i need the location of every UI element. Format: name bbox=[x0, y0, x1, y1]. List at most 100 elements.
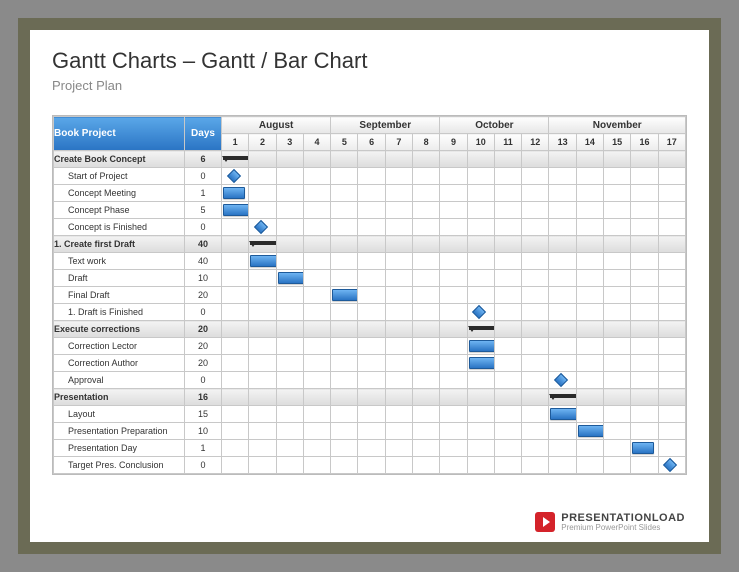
gantt-cell bbox=[549, 219, 576, 236]
gantt-cell bbox=[467, 202, 494, 219]
task-name: Draft bbox=[54, 270, 185, 287]
task-days: 1 bbox=[184, 185, 221, 202]
gantt-cell bbox=[331, 457, 358, 474]
gantt-cell bbox=[467, 355, 494, 372]
gantt-cell bbox=[331, 406, 358, 423]
gantt-cell bbox=[467, 219, 494, 236]
gantt-cell bbox=[549, 389, 576, 406]
gantt-cell bbox=[658, 372, 685, 389]
gantt-cell bbox=[331, 372, 358, 389]
gantt-cell bbox=[413, 355, 440, 372]
gantt-cell bbox=[604, 151, 631, 168]
task-bar bbox=[332, 289, 358, 301]
gantt-cell bbox=[467, 185, 494, 202]
task-days: 40 bbox=[184, 236, 221, 253]
milestone-icon bbox=[254, 220, 268, 234]
gantt-cell bbox=[604, 457, 631, 474]
gantt-cell bbox=[576, 440, 603, 457]
week-header: 11 bbox=[494, 134, 521, 151]
month-header: August bbox=[222, 117, 331, 134]
gantt-cell bbox=[467, 389, 494, 406]
gantt-cell bbox=[303, 338, 330, 355]
gantt-chart: Book ProjectDaysAugustSeptemberOctoberNo… bbox=[52, 115, 687, 475]
gantt-cell bbox=[494, 321, 521, 338]
gantt-cell bbox=[303, 304, 330, 321]
gantt-cell bbox=[494, 355, 521, 372]
gantt-cell bbox=[249, 321, 276, 338]
gantt-cell bbox=[413, 338, 440, 355]
gantt-cell bbox=[604, 338, 631, 355]
gantt-cell bbox=[385, 304, 412, 321]
header-days: Days bbox=[184, 117, 221, 151]
gantt-cell bbox=[576, 287, 603, 304]
gantt-cell bbox=[358, 304, 385, 321]
gantt-cell bbox=[440, 321, 467, 338]
gantt-row: Presentation Day1 bbox=[54, 440, 686, 457]
gantt-cell bbox=[494, 185, 521, 202]
task-name: Correction Author bbox=[54, 355, 185, 372]
gantt-cell bbox=[658, 253, 685, 270]
gantt-cell bbox=[276, 287, 303, 304]
task-name: Correction Lector bbox=[54, 338, 185, 355]
task-days: 1 bbox=[184, 440, 221, 457]
week-header: 9 bbox=[440, 134, 467, 151]
gantt-cell bbox=[658, 151, 685, 168]
week-header: 12 bbox=[522, 134, 549, 151]
gantt-cell bbox=[440, 355, 467, 372]
gantt-cell bbox=[385, 185, 412, 202]
gantt-cell bbox=[494, 423, 521, 440]
gantt-cell bbox=[631, 372, 658, 389]
gantt-cell bbox=[358, 253, 385, 270]
gantt-cell bbox=[658, 202, 685, 219]
gantt-cell bbox=[249, 440, 276, 457]
gantt-row: Approval0 bbox=[54, 372, 686, 389]
gantt-cell bbox=[276, 423, 303, 440]
gantt-cell bbox=[631, 168, 658, 185]
task-bar bbox=[223, 187, 245, 199]
gantt-cell bbox=[494, 202, 521, 219]
gantt-cell bbox=[549, 202, 576, 219]
gantt-cell bbox=[331, 202, 358, 219]
gantt-cell bbox=[549, 168, 576, 185]
task-name: Create Book Concept bbox=[54, 151, 185, 168]
gantt-cell bbox=[467, 338, 494, 355]
gantt-cell bbox=[249, 151, 276, 168]
gantt-cell bbox=[576, 202, 603, 219]
gantt-cell bbox=[494, 253, 521, 270]
gantt-cell bbox=[522, 338, 549, 355]
gantt-cell bbox=[276, 440, 303, 457]
gantt-cell bbox=[604, 287, 631, 304]
gantt-cell bbox=[249, 389, 276, 406]
gantt-cell bbox=[494, 389, 521, 406]
gantt-cell bbox=[222, 338, 249, 355]
gantt-cell bbox=[631, 287, 658, 304]
gantt-cell bbox=[576, 236, 603, 253]
task-name: Concept Phase bbox=[54, 202, 185, 219]
gantt-cell bbox=[467, 440, 494, 457]
month-header: September bbox=[331, 117, 440, 134]
gantt-cell bbox=[576, 270, 603, 287]
gantt-cell bbox=[467, 304, 494, 321]
gantt-cell bbox=[549, 270, 576, 287]
gantt-cell bbox=[358, 287, 385, 304]
gantt-cell bbox=[358, 440, 385, 457]
gantt-cell bbox=[276, 168, 303, 185]
gantt-row: Create Book Concept6 bbox=[54, 151, 686, 168]
gantt-cell bbox=[358, 389, 385, 406]
week-header: 8 bbox=[413, 134, 440, 151]
task-name: Concept Meeting bbox=[54, 185, 185, 202]
task-days: 0 bbox=[184, 219, 221, 236]
gantt-cell bbox=[604, 372, 631, 389]
gantt-cell bbox=[331, 355, 358, 372]
task-name: Text work bbox=[54, 253, 185, 270]
gantt-cell bbox=[658, 287, 685, 304]
gantt-cell bbox=[413, 321, 440, 338]
milestone-icon bbox=[472, 305, 486, 319]
brand-footer: PRESENTATIONLOAD Premium PowerPoint Slid… bbox=[535, 512, 685, 532]
task-days: 5 bbox=[184, 202, 221, 219]
gantt-cell bbox=[358, 406, 385, 423]
gantt-cell bbox=[276, 338, 303, 355]
gantt-cell bbox=[249, 304, 276, 321]
gantt-cell bbox=[249, 236, 276, 253]
gantt-cell bbox=[604, 389, 631, 406]
